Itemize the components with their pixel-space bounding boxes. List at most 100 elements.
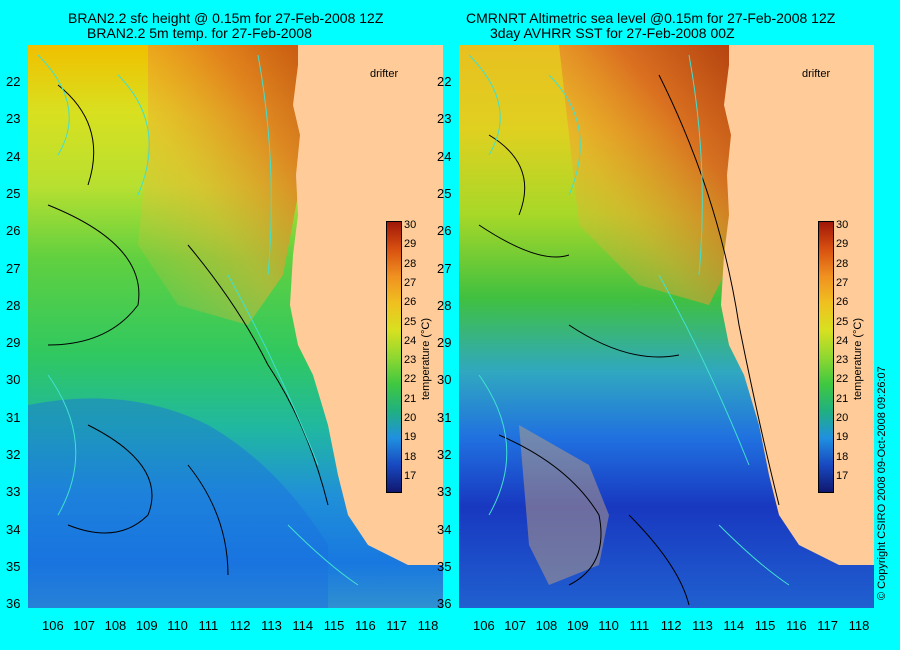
right-lon-label: 111 <box>629 618 650 633</box>
right-lat-label: 28 <box>437 297 452 313</box>
right-drifter-label: drifter <box>802 68 831 80</box>
right-cloud-mask <box>519 425 609 585</box>
right-lon-label: 109 <box>566 618 589 633</box>
right-sea-level-contours <box>478 74 780 606</box>
left-lat-label: 25 <box>6 185 21 201</box>
right-colorbar-tick: 25 <box>836 315 849 328</box>
right-title-line2: 3day AVHRR SST for 27-Feb-2008 00Z <box>490 25 735 41</box>
left-lon-label: 115 <box>323 618 345 633</box>
left-lat-label: 36 <box>6 596 21 612</box>
right-colorbar-tick: 17 <box>836 469 849 482</box>
left-title-line1: BRAN2.2 sfc height @ 0.15m for 27-Feb-20… <box>68 10 384 26</box>
right-lon-label: 118 <box>848 618 870 633</box>
left-colorbar-tick: 19 <box>404 431 417 444</box>
right-lon-label: 107 <box>504 618 526 633</box>
left-colorbar-label: temperature (°C) <box>420 317 432 400</box>
right-colorbar-tick: 19 <box>836 431 849 444</box>
left-colorbar-tick: 17 <box>404 469 417 482</box>
left-lon-label: 106 <box>42 618 64 633</box>
right-colorbar-tick: 27 <box>836 276 849 289</box>
left-drifter-tracks <box>37 54 359 586</box>
left-colorbar <box>386 221 402 493</box>
right-lat-label: 26 <box>437 223 452 239</box>
right-lon-label: 106 <box>473 618 495 633</box>
left-lat-label: 29 <box>6 335 21 351</box>
right-map-panel <box>459 45 874 608</box>
right-lat-label: 30 <box>437 372 452 388</box>
left-colorbar-tick: 22 <box>404 373 417 386</box>
right-lon-label: 116 <box>786 618 807 633</box>
right-colorbar-tick: 23 <box>836 354 849 367</box>
left-lon-label: 113 <box>261 618 282 633</box>
right-colorbar-tick: 21 <box>836 392 849 405</box>
left-map-panel <box>28 45 443 608</box>
left-title-line2: BRAN2.2 5m temp. for 27-Feb-2008 <box>87 25 312 41</box>
right-land-australia <box>721 45 874 565</box>
right-lon-label: 115 <box>754 618 776 633</box>
left-lon-label: 114 <box>292 618 314 633</box>
right-lon-label: 114 <box>723 618 745 633</box>
right-lat-label: 29 <box>437 335 452 351</box>
right-colorbar-tick: 22 <box>836 373 849 386</box>
left-colorbar-tick: 27 <box>404 276 417 289</box>
left-lon-label: 109 <box>135 618 158 633</box>
left-lat-label: 30 <box>6 372 21 388</box>
left-lat-label: 34 <box>6 521 21 537</box>
left-colorbar-tick: 23 <box>404 354 417 367</box>
right-lat-label: 35 <box>437 558 452 574</box>
left-lon-label: 118 <box>417 618 439 633</box>
left-colorbar-tick: 18 <box>404 450 417 463</box>
left-lat-label: 28 <box>6 297 21 313</box>
left-lat-label: 26 <box>6 223 21 239</box>
copyright-text: © Copyright CSIRO 2008 09-Oct-2008 09:26… <box>876 366 888 600</box>
left-lon-label: 116 <box>355 618 376 633</box>
left-lon-label: 107 <box>73 618 95 633</box>
left-lat-label: 35 <box>6 558 21 574</box>
left-land-australia <box>290 45 443 565</box>
right-lat-label: 27 <box>437 260 452 276</box>
right-lat-label: 31 <box>437 409 452 425</box>
left-sea-height-contours <box>47 84 329 576</box>
right-title-line1: CMRNRT Altimetric sea level @0.15m for 2… <box>466 10 836 26</box>
right-lon-label: 110 <box>598 618 619 633</box>
right-colorbar-tick: 29 <box>836 238 849 251</box>
right-colorbar-tick: 26 <box>836 296 849 309</box>
left-colorbar-tick: 20 <box>404 412 417 424</box>
right-colorbar-tick: 20 <box>836 412 849 424</box>
left-lat-label: 32 <box>6 447 21 462</box>
left-lat-label: 23 <box>6 111 21 127</box>
right-lat-label: 22 <box>437 74 452 89</box>
left-lon-label: 110 <box>167 618 188 633</box>
right-drifter-tracks <box>468 54 790 586</box>
right-lat-label: 32 <box>437 447 452 462</box>
left-drifter-label: drifter <box>370 68 399 80</box>
right-lat-label: 24 <box>437 148 452 164</box>
right-lon-label: 113 <box>692 618 713 633</box>
right-lon-label: 112 <box>660 618 682 633</box>
left-colorbar-tick: 25 <box>404 315 417 328</box>
right-colorbar-tick: 30 <box>836 219 849 231</box>
left-lat-label: 31 <box>6 409 21 425</box>
left-lat-label: 22 <box>6 74 21 89</box>
right-lat-label: 33 <box>437 484 452 500</box>
left-lon-label: 111 <box>198 618 219 633</box>
right-colorbar-tick: 24 <box>836 334 849 347</box>
left-colorbar-tick: 26 <box>404 296 417 309</box>
right-colorbar-tick: 18 <box>836 450 849 463</box>
left-lat-label: 27 <box>6 260 21 276</box>
left-colorbar-tick: 24 <box>404 334 417 347</box>
left-lon-label: 112 <box>229 618 251 633</box>
left-colorbar-tick: 28 <box>404 257 417 270</box>
right-colorbar-label: temperature (°C) <box>852 317 864 400</box>
left-lon-label: 108 <box>104 618 127 633</box>
left-colorbar-tick: 29 <box>404 238 417 251</box>
left-lon-label: 117 <box>386 618 408 633</box>
right-lat-label: 34 <box>437 521 452 537</box>
left-colorbar-tick: 21 <box>404 392 417 405</box>
right-lat-label: 25 <box>437 185 452 201</box>
left-lat-label: 24 <box>6 148 21 164</box>
right-lon-label: 108 <box>535 618 558 633</box>
right-colorbar <box>818 221 834 493</box>
right-lon-label: 117 <box>817 618 839 633</box>
right-lat-label: 23 <box>437 111 452 127</box>
